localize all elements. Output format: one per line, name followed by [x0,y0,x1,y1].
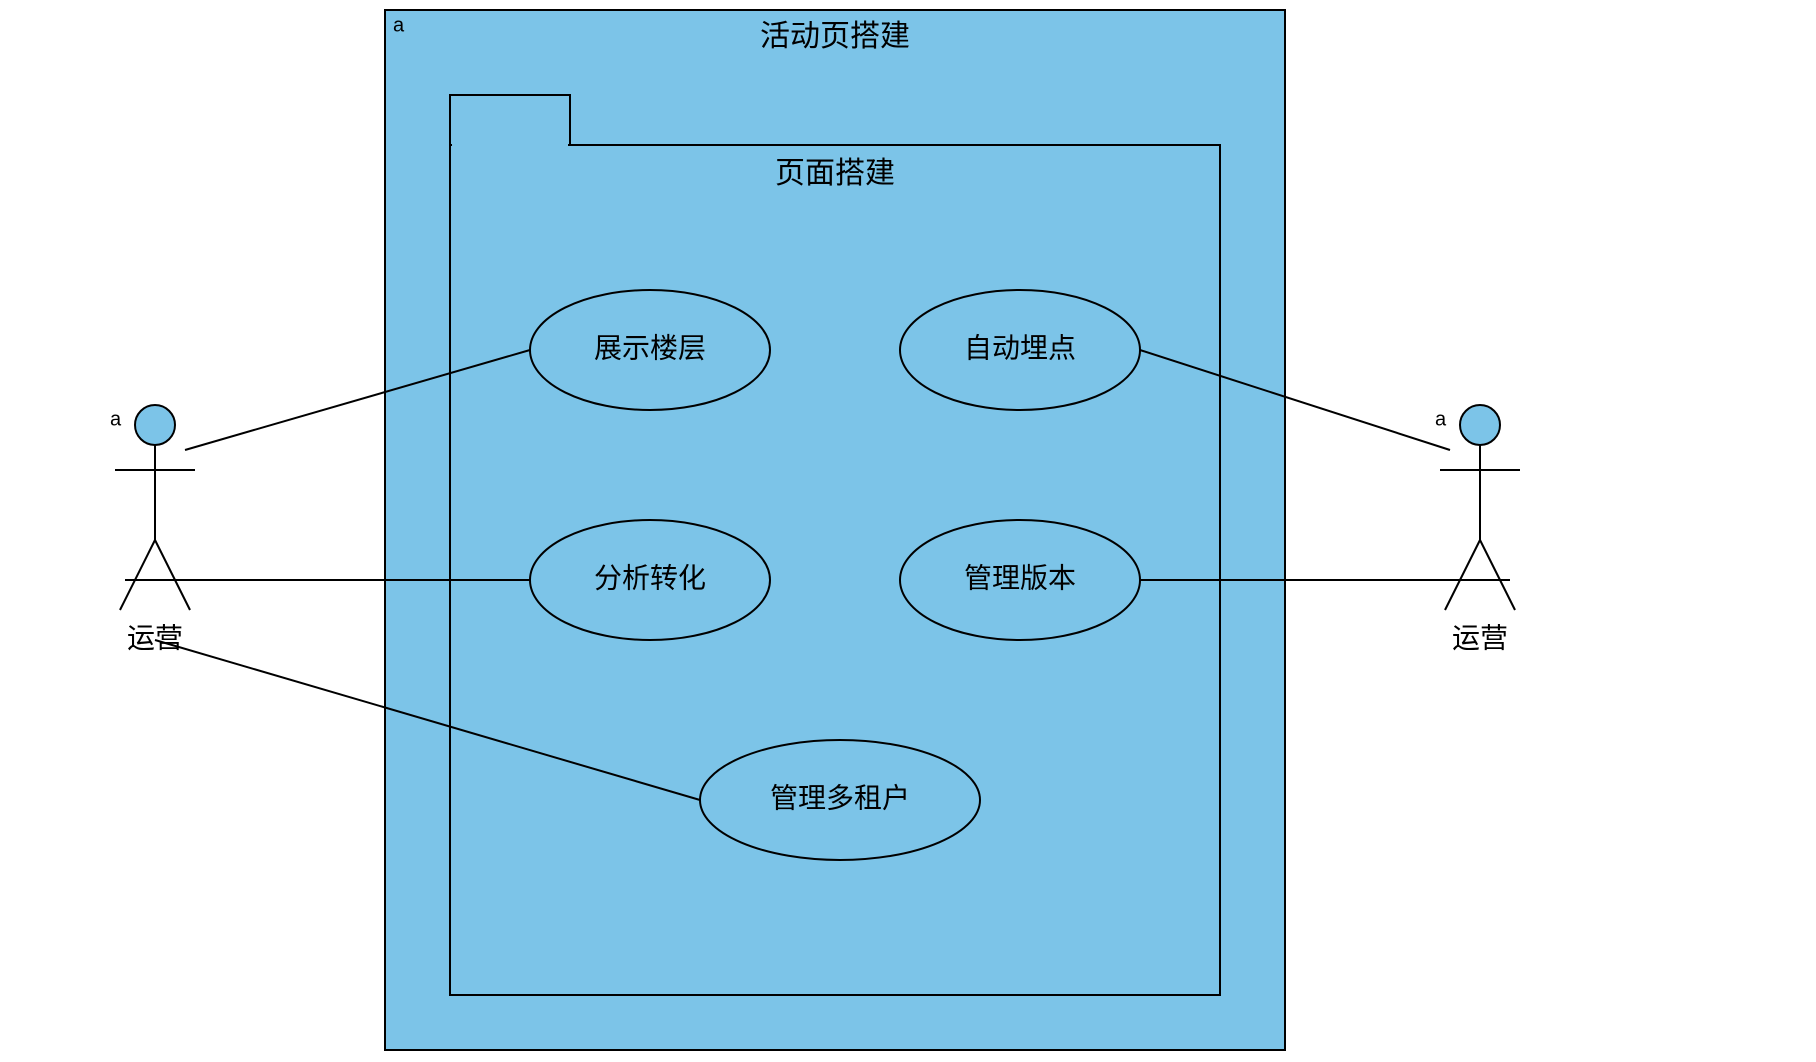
usecase-label-uc2: 自动埋点 [964,332,1076,363]
usecase-uc1: 展示楼层 [530,290,770,410]
use-case-diagram: a 活动页搭建页面搭建展示楼层 自动埋点分析转化 管理版本管理多租户 a 运营 a 运营 [0,0,1816,1062]
usecase-uc2: 自动埋点 [900,290,1140,410]
system-corner-marker: a [393,14,405,36]
usecase-label-uc5: 管理多租户 [770,782,910,813]
actor-marker-a2: a [1435,408,1447,430]
package-title: 页面搭建 [775,157,895,190]
actor-a2: a 运营 [1435,405,1520,653]
usecase-uc3: 分析转化 [530,520,770,640]
actor-label-a1: 运营 [127,622,183,653]
usecase-label-uc3: 分析转化 [594,562,706,593]
actor-marker-a1: a [110,408,122,430]
usecase-label-uc4: 管理版本 [964,562,1076,593]
usecase-label-uc1: 展示楼层 [594,332,706,363]
usecase-uc5: 管理多租户 [700,740,980,860]
system-title: 活动页搭建 [760,20,910,53]
usecase-uc4: 管理版本 [900,520,1140,640]
actor-label-a2: 运营 [1452,622,1508,653]
actor-a1: a 运营 [110,405,195,653]
